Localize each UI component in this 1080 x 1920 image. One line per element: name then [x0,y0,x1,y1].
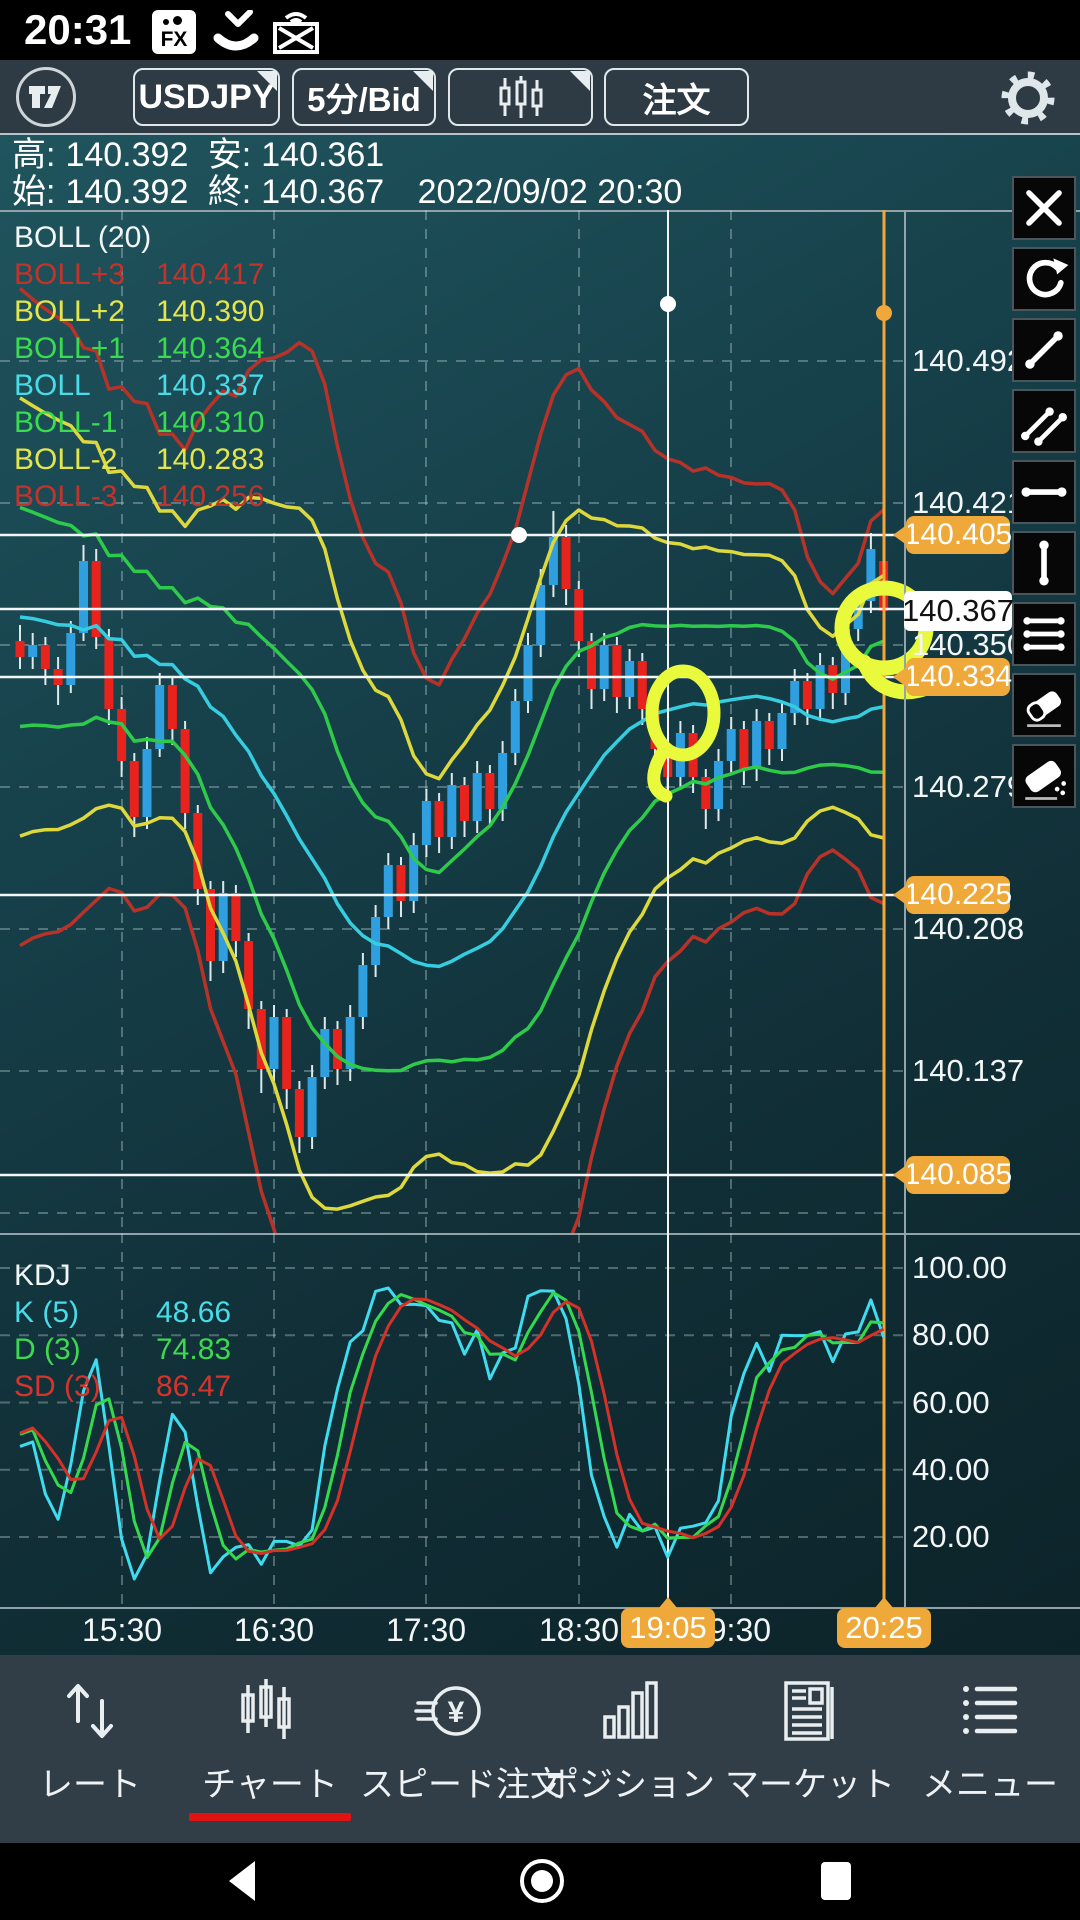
kdj-legend: KDJ K (5) 48.66 D (3) 74.83 SD (3) 86.47 [14,1259,232,1403]
horizontal-line-icon[interactable] [1012,460,1076,524]
pane-divider [0,1607,1080,1609]
chart-type-button[interactable] [448,68,593,126]
nav-item-chart[interactable]: チャート [180,1655,360,1843]
time-tick: 16:30 [233,1612,315,1648]
recents-button[interactable] [812,1857,860,1905]
drawn-line-price-badge[interactable]: 140.085 [904,1156,1012,1194]
kdj-tick: 80.00 [912,1317,990,1352]
chart-area: 高: 140.392 安: 140.361 始: 140.392 終: 140.367 … [0,135,1080,1655]
missed-call-icon [213,10,259,51]
settings-gear-icon[interactable] [998,68,1058,128]
svg-text:¥: ¥ [448,1696,465,1729]
trend-line-icon[interactable] [1012,318,1076,382]
corner-fold-icon [570,71,590,91]
back-button[interactable] [222,1857,270,1905]
kdj-indicator-chart[interactable] [0,1233,1080,1607]
kdj-tick: 60.00 [912,1385,990,1420]
ohlc-info: 高: 140.392 安: 140.361 始: 140.392 終: 140.367 … [12,137,692,211]
current-price-badge: 140.367 [902,591,1014,631]
chart-icon [241,1679,291,1739]
nav-item-rates[interactable]: レート [0,1655,180,1843]
market-news-icon [784,1681,834,1741]
drawn-line-price-badge[interactable]: 140.334 [904,658,1012,696]
corner-fold-icon [257,71,277,91]
high-value: 140.392 [65,136,189,174]
nav-item-menu[interactable]: メニュー [900,1655,1080,1843]
clear-all-icon[interactable] [1012,744,1076,808]
kdj-legend-title: KDJ [14,1259,71,1292]
eraser-icon[interactable] [1012,673,1076,737]
pane-divider [0,210,1080,212]
candlestick-icon [499,76,542,118]
order-label: 注文 [642,81,711,120]
boll-legend-title: BOLL (20) [14,221,152,254]
parallel-channel-icon[interactable] [1012,602,1076,666]
fx-app-notification-icon: FX [152,10,196,54]
close-icon[interactable] [1012,176,1076,240]
top-toolbar: USDJPY 5分/Bid 注文 [0,60,1080,135]
low-value: 140.361 [261,136,385,174]
time-tick: 15:30 [81,1612,163,1648]
undo-redo-icon[interactable] [1012,247,1076,311]
latest-time-badge: 20:25 [837,1608,931,1648]
clock: 20:31 [24,6,132,53]
timeframe-label: 5分/Bid [307,81,421,118]
time-tick: 17:30 [385,1612,467,1648]
price-tick: 140.208 [912,911,1025,946]
boll-legend: BOLL (20) BOLL+3 140.417 BOLL+2 140.390 BO… [14,221,265,513]
symbol-button[interactable]: USDJPY [133,68,280,126]
kdj-tick: 100.00 [912,1250,1007,1285]
vertical-line-icon[interactable] [1012,531,1076,595]
nav-item-speed-order[interactable]: ¥ スピード注文 [360,1655,564,1843]
status-bar: 20:31 FX [0,0,1080,60]
active-tab-indicator [189,1813,351,1821]
close-value: 140.367 [261,173,385,211]
pane-divider [0,1233,1080,1235]
nav-item-market[interactable]: マーケット [720,1655,900,1843]
symbol-label: USDJPY [138,77,275,116]
open-value: 140.392 [65,173,189,211]
drawn-line-price-badge[interactable]: 140.405 [904,516,1012,554]
ohlc-line-2: 始: 140.392 終: 140.367 2022/09/02 20:30 [12,173,683,211]
positions-icon [603,1681,658,1739]
price-tick: 140.421 [912,485,1025,520]
price-tick: 140.279 [912,769,1025,804]
price-tick: 140.350 [912,627,1025,662]
speed-order-icon: ¥ [414,1686,481,1736]
android-nav-bar [0,1843,1080,1920]
parallel-lines-icon[interactable] [1012,389,1076,453]
price-tick: 140.137 [912,1053,1025,1088]
price-tick: 140.492 [912,343,1025,378]
datetime-value: 2022/09/02 20:30 [417,173,683,211]
tradingview-logo-icon[interactable] [16,67,76,127]
crosshair-time-badge: 19:05 [621,1608,715,1648]
fx-icon-dots [160,16,188,26]
order-button[interactable]: 注文 [604,68,749,126]
corner-fold-icon [413,71,433,91]
main-price-chart[interactable] [0,210,1080,1233]
rates-icon [67,1684,113,1738]
menu-icon [963,1686,1018,1734]
home-button[interactable] [516,1855,568,1907]
screen-cast-icon [273,12,319,54]
nav-item-positions[interactable]: ポジション [540,1655,720,1843]
kdj-tick: 20.00 [912,1519,990,1554]
time-tick: 18:30 [538,1612,620,1648]
timeframe-button[interactable]: 5分/Bid [292,68,436,126]
kdj-tick: 40.00 [912,1452,990,1487]
ohlc-line-1: 高: 140.392 安: 140.361 [12,136,385,174]
bottom-navigation: レート チャート ¥ スピード注文 [0,1655,1080,1843]
drawn-line-price-badge[interactable]: 140.225 [904,876,1012,914]
